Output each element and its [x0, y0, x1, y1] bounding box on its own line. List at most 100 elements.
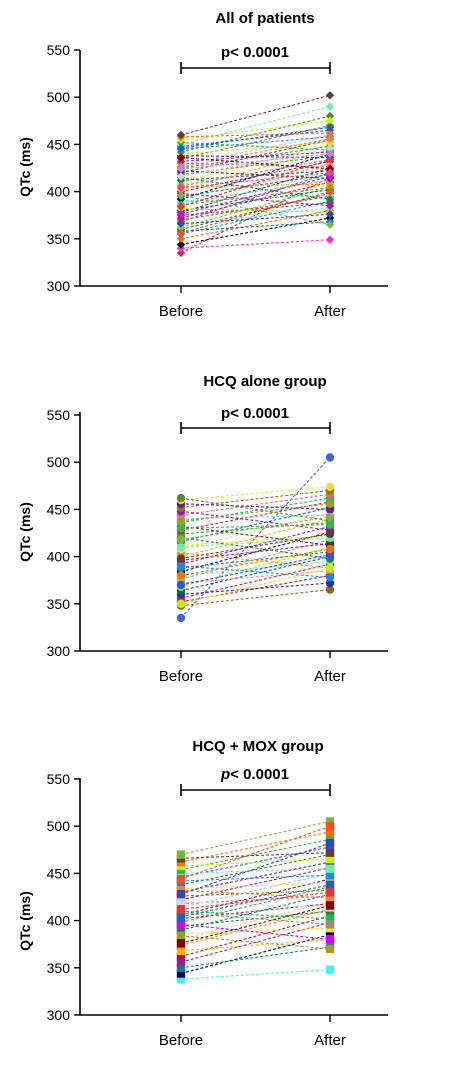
y-tick-label-500: 500 — [47, 818, 71, 834]
before-marker — [176, 542, 186, 552]
y-tick-label-400: 400 — [47, 913, 71, 929]
before-marker — [176, 905, 186, 914]
series-line — [180, 143, 331, 183]
before-marker — [176, 599, 186, 608]
patient-series-55 — [176, 123, 335, 153]
before-marker — [176, 580, 186, 590]
after-marker — [325, 149, 335, 159]
series-line — [180, 574, 331, 603]
patient-series-39 — [176, 822, 335, 884]
patient-series-1 — [176, 453, 335, 623]
series-line — [180, 189, 331, 212]
after-marker — [325, 482, 335, 491]
y-tick-label-300: 300 — [47, 1007, 71, 1023]
y-tick-layer: 300 350 400 450 500 550 — [47, 407, 80, 659]
after-marker — [325, 838, 335, 848]
series-line — [180, 904, 331, 944]
before-marker — [176, 939, 186, 948]
after-marker — [325, 201, 335, 210]
chart-title: HCQ alone group — [203, 373, 326, 390]
patient-series-31 — [176, 931, 335, 954]
after-marker — [325, 453, 335, 462]
before-marker — [176, 554, 186, 563]
series-line — [180, 872, 331, 908]
series-line — [180, 886, 331, 924]
x-tick-label-before: Before — [159, 303, 203, 320]
before-marker — [176, 912, 186, 922]
after-marker — [325, 116, 335, 125]
x-tick-label-before: Before — [159, 1032, 203, 1049]
series-line — [180, 174, 331, 197]
series-line — [180, 820, 331, 856]
series-line — [180, 158, 331, 208]
series-line — [180, 147, 331, 178]
chart-svg: All of patients p< 0.0001 QTc (ms) 300 35… — [17, 10, 388, 320]
y-axis-label: QTc (ms) — [17, 137, 33, 197]
series-line — [180, 106, 331, 145]
series-line — [180, 516, 331, 541]
after-marker — [325, 880, 335, 889]
patient-series-52 — [176, 143, 335, 181]
series-line — [180, 200, 331, 235]
chart-panel-hcq-mox: HCQ + MOX group p< 0.0001 QTc (ms) 300 35… — [0, 727, 474, 1067]
y-tick-label-450: 450 — [47, 501, 71, 517]
x-tick-label-after: After — [314, 668, 346, 685]
patient-series-60 — [176, 149, 335, 174]
y-axis-label: QTc (ms) — [17, 891, 33, 951]
patient-series-1 — [176, 965, 335, 984]
patient-series-27 — [176, 507, 335, 535]
before-marker — [176, 153, 186, 162]
patient-series-39 — [176, 138, 335, 159]
after-marker — [325, 871, 335, 880]
patient-series-26 — [176, 490, 335, 520]
series-line — [180, 160, 331, 193]
before-marker — [176, 957, 186, 967]
x-tick-label-after: After — [314, 303, 346, 320]
y-tick-label-400: 400 — [47, 184, 71, 200]
before-marker — [176, 874, 186, 884]
patient-series-22 — [176, 850, 335, 889]
patient-series-24 — [176, 842, 335, 882]
y-axis-label: QTc (ms) — [17, 502, 33, 562]
after-marker — [325, 155, 335, 164]
series-line — [180, 136, 331, 150]
before-marker — [176, 183, 186, 193]
before-marker — [176, 524, 186, 533]
after-marker — [325, 235, 335, 244]
before-marker — [176, 561, 186, 571]
significance-bracket: p< 0.0001 — [180, 405, 331, 434]
after-marker — [325, 128, 335, 138]
series-line — [180, 175, 331, 215]
significance-bracket: p< 0.0001 — [180, 766, 331, 796]
series-line — [180, 148, 331, 191]
series-line — [180, 194, 331, 226]
after-marker — [325, 499, 335, 508]
after-marker — [325, 965, 335, 974]
series-line — [180, 537, 331, 560]
series-line — [180, 533, 331, 560]
series-line — [180, 867, 331, 901]
before-marker — [176, 164, 186, 174]
y-tick-label-350: 350 — [47, 596, 71, 612]
before-marker — [176, 897, 186, 906]
p-value-label: p< 0.0001 — [221, 405, 289, 422]
after-marker — [325, 822, 335, 831]
after-marker — [325, 888, 335, 897]
significance-bracket: p< 0.0001 — [180, 44, 331, 74]
before-marker — [176, 920, 186, 929]
x-tick-layer: Before After — [159, 651, 346, 685]
patient-series-26 — [176, 835, 335, 874]
before-marker — [176, 202, 186, 211]
patient-series-39 — [176, 512, 335, 544]
series-line — [180, 525, 331, 546]
series-line — [180, 139, 331, 174]
series-line — [180, 825, 331, 880]
series-line — [180, 938, 331, 952]
y-tick-label-550: 550 — [47, 42, 71, 58]
chart-svg: HCQ alone group p< 0.0001 QTc (ms) 300 35… — [17, 373, 388, 685]
x-tick-layer: Before After — [159, 286, 346, 320]
before-marker — [176, 931, 186, 940]
series-line — [180, 554, 331, 586]
series-line — [180, 191, 331, 234]
after-marker — [325, 864, 335, 873]
